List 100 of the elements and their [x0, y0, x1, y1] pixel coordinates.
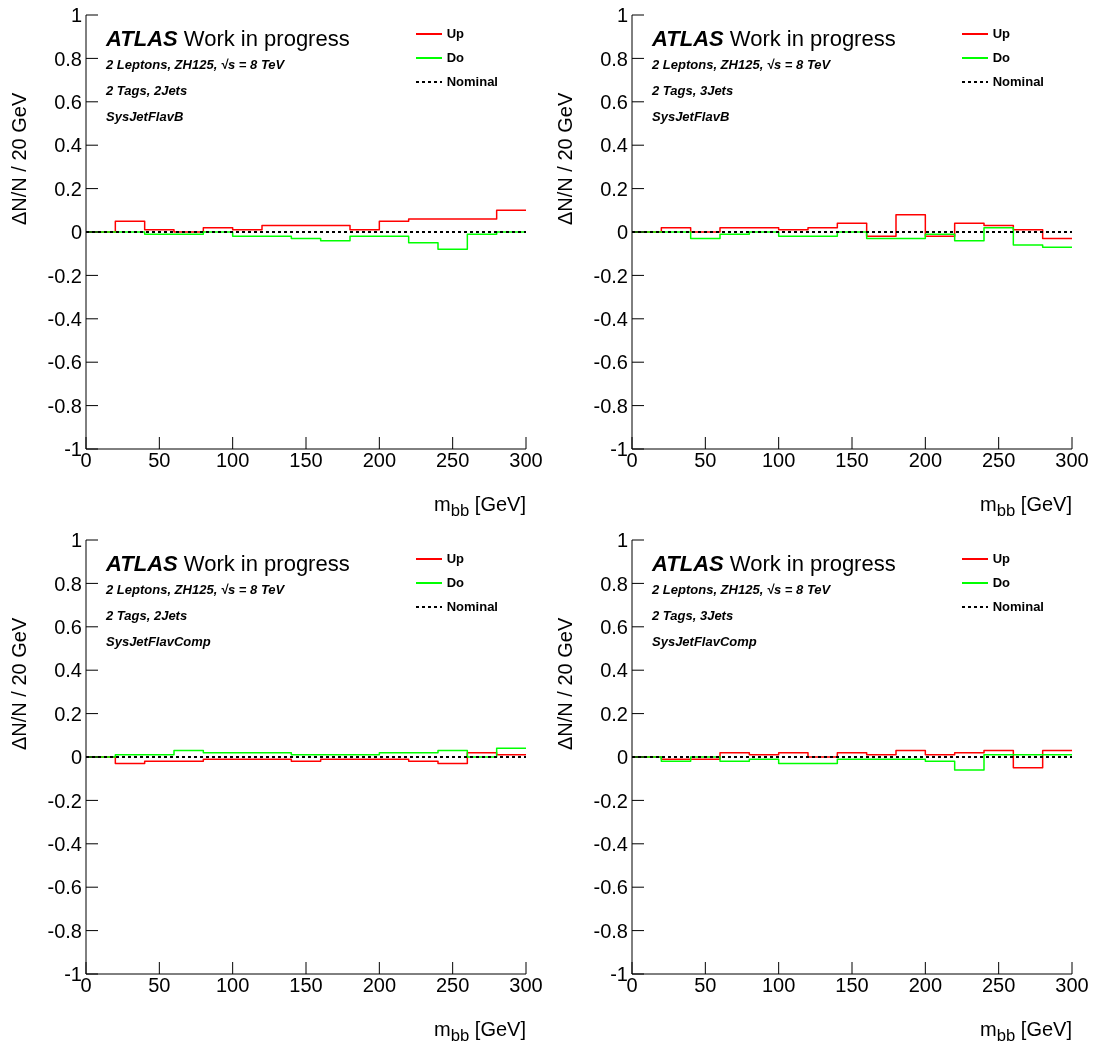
- legend-label: Nominal: [446, 73, 498, 91]
- y-tick-label: 1: [70, 529, 82, 552]
- y-tick-label: -0.8: [593, 919, 628, 942]
- x-tick-label: 200: [908, 449, 943, 472]
- y-tick-label: 0.6: [600, 615, 628, 638]
- x-tick-label: 100: [761, 449, 796, 472]
- y-tick-label: 0.2: [54, 702, 82, 725]
- y-tick-label: -0.6: [47, 351, 82, 374]
- legend-label: Nominal: [446, 598, 498, 616]
- y-tick-label: 1: [616, 529, 628, 552]
- y-axis-title: ΔN/N / 20 GeV: [8, 617, 31, 750]
- x-tick-label: 300: [1055, 449, 1089, 472]
- x-tick-label: 250: [435, 449, 470, 472]
- x-tick-label: 250: [981, 974, 1016, 997]
- x-tick-label: 50: [148, 449, 171, 472]
- annotation: 2 Tags, 2Jets: [106, 82, 189, 100]
- y-tick-label: -1: [64, 438, 82, 461]
- y-tick-label: 0.2: [54, 177, 82, 200]
- y-tick-label: 0.2: [600, 177, 628, 200]
- y-tick-label: 0: [70, 221, 82, 244]
- y-tick-label: 1: [70, 4, 82, 27]
- annotation: ATLAS Work in progress: [106, 26, 351, 52]
- y-tick-label: -0.2: [593, 789, 628, 812]
- y-tick-label: 0.2: [600, 702, 628, 725]
- y-tick-label: -0.4: [593, 832, 628, 855]
- x-tick-label: 100: [215, 449, 250, 472]
- y-tick-label: -0.2: [47, 264, 82, 287]
- annotation: 2 Leptons, ZH125, √s = 8 TeV: [652, 56, 832, 74]
- y-tick-label: 0.4: [600, 659, 628, 682]
- y-tick-label: 0.6: [600, 90, 628, 113]
- y-tick-label: 0.4: [54, 134, 82, 157]
- y-tick-label: -0.6: [593, 351, 628, 374]
- x-tick-label: 300: [509, 974, 543, 997]
- x-tick-label: 150: [835, 449, 869, 472]
- y-tick-label: -0.2: [47, 789, 82, 812]
- y-tick-label: -0.4: [47, 832, 82, 855]
- x-axis-title: m$_{bb}$ [GeV]: [434, 493, 526, 521]
- x-tick-label: 150: [835, 974, 869, 997]
- x-tick-label: 100: [215, 974, 250, 997]
- y-tick-label: -0.8: [47, 394, 82, 417]
- x-tick-label: 100: [761, 974, 796, 997]
- y-axis-title: ΔN/N / 20 GeV: [8, 92, 31, 225]
- y-tick-label: -1: [610, 963, 628, 986]
- annotation: ATLAS Work in progress: [652, 551, 897, 577]
- x-tick-label: 200: [362, 974, 397, 997]
- legend-label: Do: [446, 574, 465, 592]
- legend-label: Up: [446, 550, 465, 568]
- x-axis-title: m$_{bb}$ [GeV]: [980, 493, 1072, 521]
- y-tick-label: 0.8: [54, 47, 82, 70]
- y-tick-label: -0.8: [593, 394, 628, 417]
- legend-label: Do: [992, 49, 1011, 67]
- legend-label: Up: [446, 25, 465, 43]
- x-tick-label: 150: [289, 449, 323, 472]
- y-tick-label: -1: [610, 438, 628, 461]
- y-tick-label: 0.8: [600, 572, 628, 595]
- legend-label: Nominal: [992, 598, 1044, 616]
- x-tick-label: 50: [148, 974, 171, 997]
- y-tick-label: 0.6: [54, 615, 82, 638]
- x-tick-label: 250: [981, 449, 1016, 472]
- y-tick-label: -0.4: [593, 307, 628, 330]
- y-tick-label: -0.4: [47, 307, 82, 330]
- y-axis-title: ΔN/N / 20 GeV: [554, 617, 577, 750]
- x-tick-label: 200: [362, 449, 397, 472]
- y-tick-label: 1: [616, 4, 628, 27]
- y-tick-label: 0: [616, 746, 628, 769]
- annotation: 2 Tags, 2Jets: [106, 607, 189, 625]
- x-tick-label: 50: [694, 974, 717, 997]
- annotation: 2 Tags, 3Jets: [652, 607, 735, 625]
- y-tick-label: 0.4: [54, 659, 82, 682]
- y-tick-label: 0: [616, 221, 628, 244]
- annotation: SysJetFlavComp: [652, 633, 758, 651]
- y-axis-title: ΔN/N / 20 GeV: [554, 92, 577, 225]
- annotation: SysJetFlavB: [106, 108, 185, 126]
- legend-label: Nominal: [992, 73, 1044, 91]
- y-tick-label: 0.4: [600, 134, 628, 157]
- x-tick-label: 200: [908, 974, 943, 997]
- legend-label: Up: [992, 550, 1011, 568]
- x-tick-label: 150: [289, 974, 323, 997]
- y-tick-label: -0.6: [47, 876, 82, 899]
- annotation: 2 Leptons, ZH125, √s = 8 TeV: [106, 581, 286, 599]
- annotation: ATLAS Work in progress: [652, 26, 897, 52]
- annotation: 2 Leptons, ZH125, √s = 8 TeV: [106, 56, 286, 74]
- x-tick-label: 300: [1055, 974, 1089, 997]
- x-tick-label: 50: [694, 449, 717, 472]
- y-tick-label: 0.8: [54, 572, 82, 595]
- x-tick-label: 250: [435, 974, 470, 997]
- x-axis-title: m$_{bb}$ [GeV]: [980, 1018, 1072, 1046]
- x-tick-label: 300: [509, 449, 543, 472]
- y-tick-label: 0.8: [600, 47, 628, 70]
- y-tick-label: 0: [70, 746, 82, 769]
- y-tick-label: 0.6: [54, 90, 82, 113]
- legend-label: Do: [992, 574, 1011, 592]
- x-axis-title: m$_{bb}$ [GeV]: [434, 1018, 526, 1046]
- annotation: 2 Leptons, ZH125, √s = 8 TeV: [652, 581, 832, 599]
- y-tick-label: -0.6: [593, 876, 628, 899]
- annotation: 2 Tags, 3Jets: [652, 82, 735, 100]
- y-tick-label: -0.8: [47, 919, 82, 942]
- y-tick-label: -0.2: [593, 264, 628, 287]
- legend-label: Do: [446, 49, 465, 67]
- legend-label: Up: [992, 25, 1011, 43]
